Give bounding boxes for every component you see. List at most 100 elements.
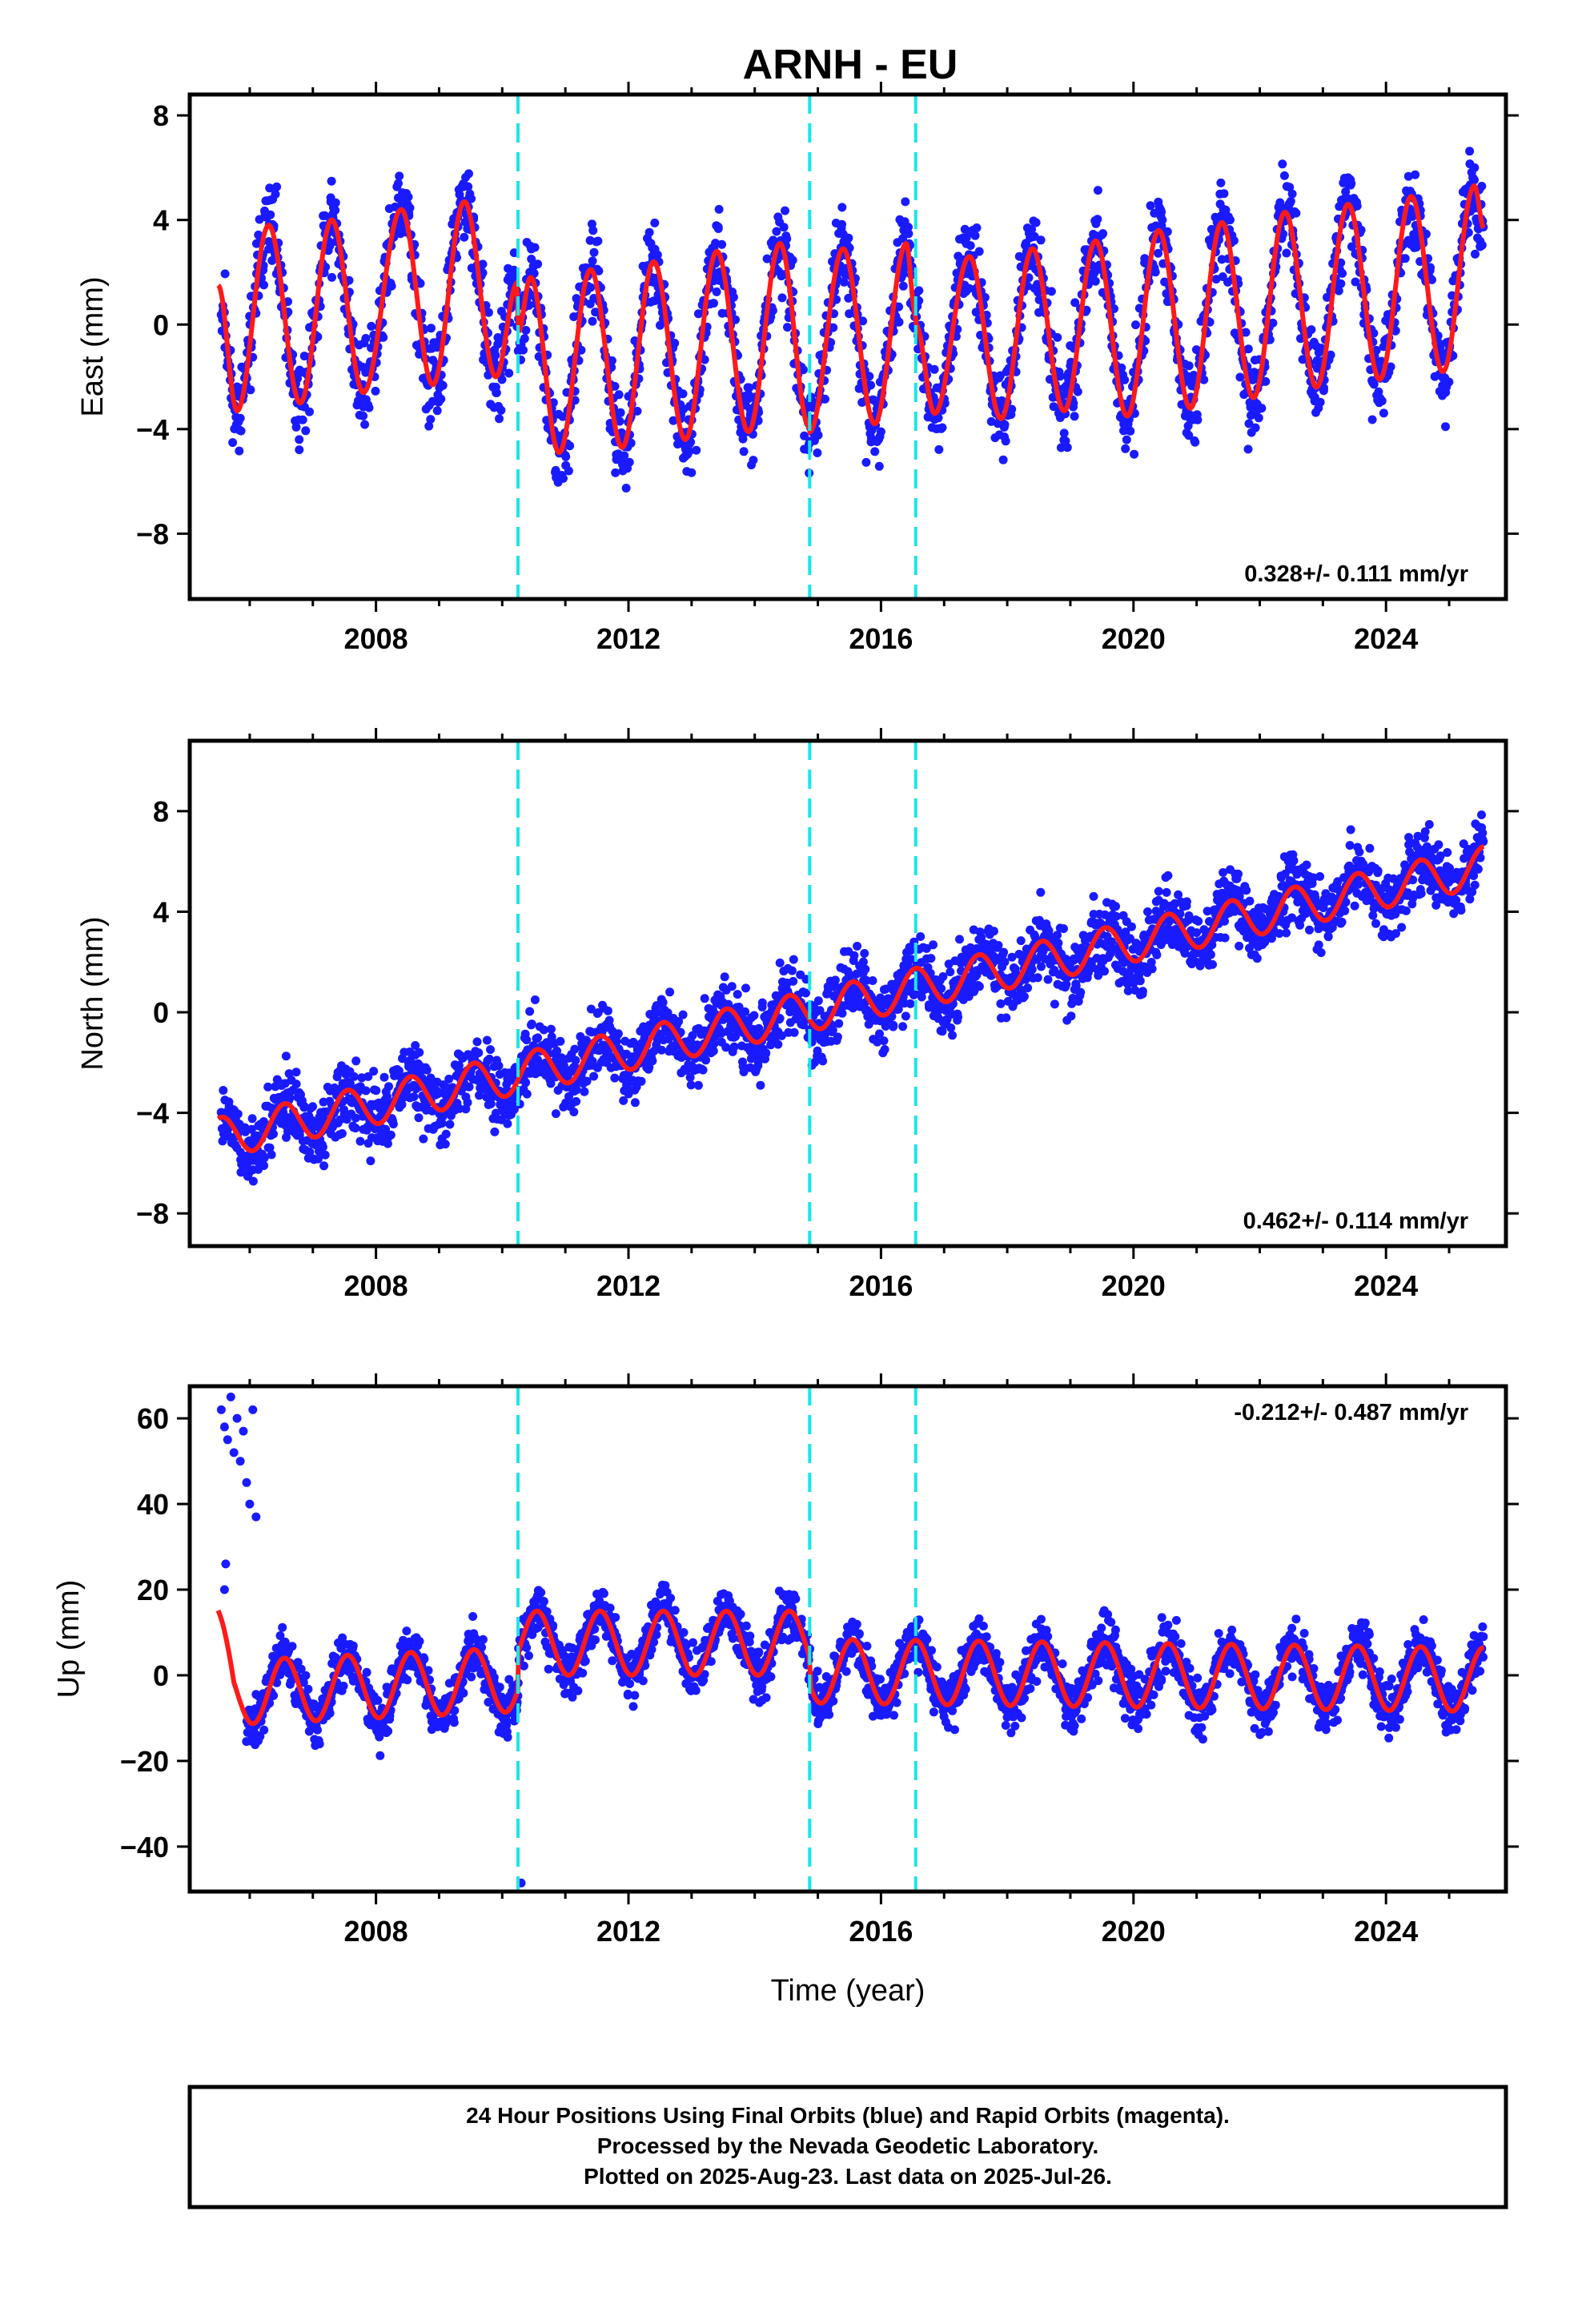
x-tick-label: 2016 [849, 622, 913, 655]
data-point-north [1315, 872, 1325, 881]
data-point-north [318, 1142, 327, 1152]
data-point-east [874, 461, 884, 471]
data-point-east [467, 194, 476, 203]
data-point-east [405, 203, 415, 213]
data-point-east [980, 292, 990, 302]
data-point-east [367, 321, 376, 331]
data-point-east [621, 484, 631, 493]
data-point-north [236, 1168, 246, 1177]
data-point-east [1221, 205, 1231, 215]
data-point-north [351, 1056, 361, 1066]
data-point-east [519, 345, 528, 355]
data-point-north [1054, 939, 1063, 948]
data-point-north [571, 1055, 580, 1065]
data-point-east [1199, 375, 1209, 384]
data-point-east [692, 445, 701, 455]
data-point-north [397, 1100, 407, 1109]
data-point-east [772, 227, 781, 236]
data-point-north [1163, 870, 1173, 880]
data-point-north [849, 951, 859, 960]
data-point-north [441, 1129, 451, 1139]
data-point-north [533, 1033, 543, 1043]
data-point-east [460, 232, 469, 242]
data-point-east [717, 239, 727, 249]
data-point-east [1316, 344, 1326, 353]
data-point-north [384, 1082, 393, 1092]
data-point-east [1477, 182, 1487, 191]
data-point-east [1055, 372, 1065, 381]
data-point-north [1194, 916, 1203, 926]
data-point-north [729, 1042, 739, 1051]
data-point-north [709, 1039, 719, 1048]
data-point-east [561, 452, 571, 461]
data-point-north [761, 1049, 771, 1059]
data-point-north [905, 946, 915, 955]
data-point-north [580, 1087, 589, 1096]
data-point-north [259, 1153, 269, 1163]
data-point-north [527, 1019, 536, 1029]
data-point-north [789, 1027, 799, 1037]
data-point-east [520, 334, 529, 344]
data-point-north [1242, 886, 1251, 895]
data-point-east [1278, 159, 1287, 169]
data-point-east [509, 265, 519, 275]
data-point-east [1465, 147, 1475, 156]
data-point-north [853, 942, 862, 951]
data-point-north [259, 1161, 269, 1170]
data-point-north [409, 1092, 419, 1101]
data-point-east [359, 411, 368, 420]
data-point-east [898, 269, 908, 279]
data-point-east [966, 241, 975, 251]
data-point-east [1243, 444, 1253, 454]
data-point-east [749, 456, 758, 465]
data-point-east [478, 259, 488, 269]
data-point-east [914, 286, 924, 296]
data-point-east [327, 176, 336, 186]
data-point-north [889, 1020, 898, 1030]
data-point-east [1287, 189, 1297, 199]
data-point-north [658, 998, 668, 1007]
data-point-east [395, 171, 404, 181]
data-point-north [281, 1051, 291, 1061]
data-point-east [1441, 422, 1450, 432]
data-point-east [1117, 363, 1126, 372]
data-point-east [416, 279, 425, 288]
data-point-east [305, 407, 314, 416]
data-point-east [586, 283, 596, 292]
data-point-north [693, 1080, 703, 1090]
data-point-east [739, 447, 749, 456]
data-point-north [569, 1108, 579, 1116]
data-point-north [775, 958, 785, 967]
data-point-east [1470, 175, 1479, 185]
data-point-north [1100, 967, 1109, 976]
data-point-east [1282, 248, 1291, 258]
data-point-east [1131, 320, 1140, 330]
data-point-east [1134, 304, 1144, 313]
data-point-east [894, 317, 904, 327]
data-point-east [436, 394, 446, 404]
data-point-east [1070, 412, 1079, 421]
data-point-east [1471, 249, 1480, 259]
y-tick-label: 4 [153, 204, 169, 237]
data-point-north [437, 1119, 447, 1128]
data-point-north [946, 967, 955, 977]
data-point-east [861, 457, 871, 467]
data-point-east [564, 466, 573, 476]
data-point-east [1027, 224, 1037, 234]
data-point-east [1268, 318, 1278, 328]
data-point-east [1347, 242, 1356, 251]
data-point-north [1019, 991, 1029, 1001]
data-point-north [720, 972, 729, 982]
data-point-east [331, 198, 340, 207]
data-point-east [813, 448, 822, 457]
data-point-east [901, 197, 910, 207]
data-point-north [371, 1086, 381, 1096]
data-point-north [946, 1023, 956, 1032]
data-point-east [821, 394, 829, 404]
data-point-east [1371, 345, 1381, 355]
data-point-east [1377, 396, 1387, 406]
data-point-east [387, 281, 396, 291]
data-point-east [325, 241, 335, 251]
data-point-east [714, 204, 724, 214]
